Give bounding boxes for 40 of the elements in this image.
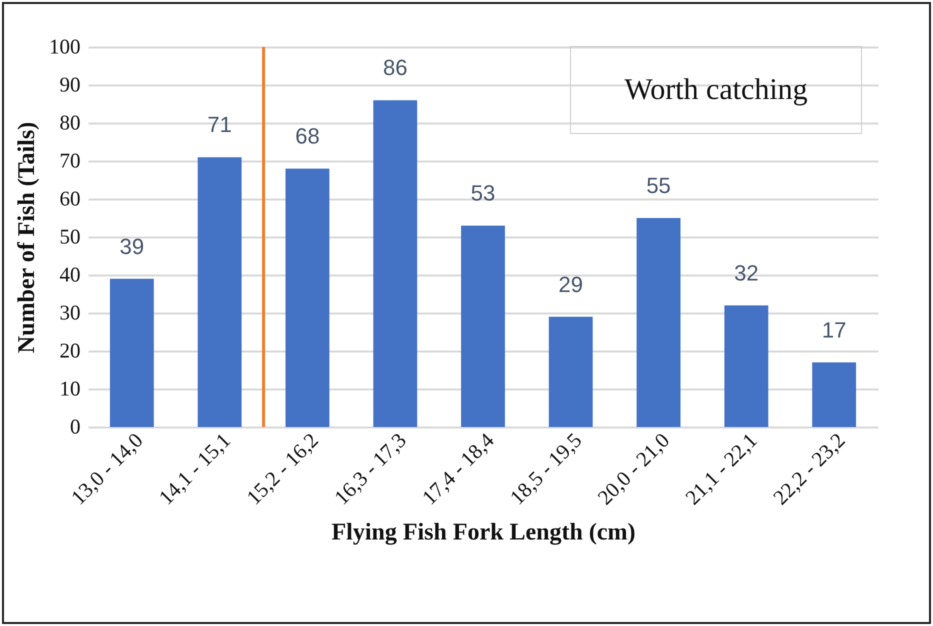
bar bbox=[373, 100, 418, 427]
y-tick-label: 20 bbox=[60, 338, 80, 362]
data-label: 68 bbox=[295, 124, 320, 149]
y-tick-label: 100 bbox=[49, 34, 80, 58]
y-tick-label: 50 bbox=[60, 224, 80, 248]
x-tick-label: 14,1 - 15,1 bbox=[154, 428, 236, 510]
data-label: 17 bbox=[822, 317, 846, 342]
x-tick-label: 20,0 - 21,0 bbox=[592, 428, 674, 510]
x-tick-label: 17,4 - 18,4 bbox=[417, 428, 499, 510]
bar bbox=[110, 278, 154, 427]
data-label: 55 bbox=[646, 173, 671, 198]
y-tick-label: 80 bbox=[60, 110, 80, 134]
y-tick-label: 60 bbox=[60, 186, 80, 210]
y-tick-label: 70 bbox=[60, 148, 80, 172]
y-tick-label: 10 bbox=[60, 376, 80, 400]
bar bbox=[548, 316, 593, 427]
bar bbox=[636, 218, 680, 427]
x-tick-label: 18,5 - 19,5 bbox=[505, 428, 586, 510]
bar bbox=[812, 362, 856, 427]
data-label: 53 bbox=[470, 180, 496, 206]
data-label: 86 bbox=[382, 55, 408, 80]
data-label: 29 bbox=[558, 272, 584, 297]
x-tick-label: 16,3 - 17,3 bbox=[329, 428, 411, 510]
y-tick-label: 30 bbox=[60, 300, 80, 324]
y-axis-title: Number of Fish (Tails) bbox=[14, 122, 40, 354]
bar bbox=[198, 157, 242, 427]
x-tick-label: 21,1 - 22,1 bbox=[680, 428, 762, 510]
bar bbox=[286, 168, 330, 427]
y-tick-label: 40 bbox=[60, 262, 80, 286]
y-tick-label: 0 bbox=[70, 414, 80, 438]
x-tick-label: 15,2 - 16,2 bbox=[242, 428, 323, 510]
data-label: 32 bbox=[734, 260, 759, 286]
y-tick-label: 90 bbox=[60, 72, 80, 96]
text-box: Worth catching bbox=[570, 46, 862, 134]
data-label: 71 bbox=[207, 112, 232, 138]
bar bbox=[461, 226, 505, 427]
x-axis-title: Flying Fish Fork Length (cm) bbox=[332, 520, 636, 546]
x-tick-label: 22,2 - 23,2 bbox=[768, 428, 850, 510]
bar bbox=[724, 305, 768, 427]
data-label: 39 bbox=[120, 234, 144, 259]
